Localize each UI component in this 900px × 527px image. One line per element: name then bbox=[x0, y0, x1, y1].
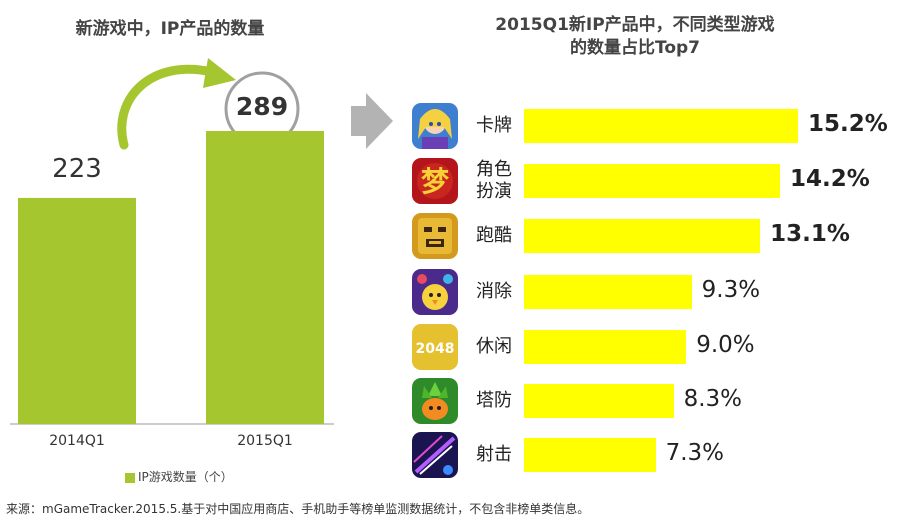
category-label: 角色 扮演 bbox=[476, 159, 526, 203]
growth-arrow-head bbox=[203, 58, 236, 88]
bar bbox=[524, 164, 780, 198]
right-chart-title: 2015Q1新IP产品中，不同类型游戏 的数量占比Top7 bbox=[470, 14, 800, 60]
category-label: 塔防 bbox=[476, 390, 526, 412]
category-label-line: 跑酷 bbox=[476, 225, 512, 246]
bar-category-label: 2014Q1 bbox=[49, 433, 105, 449]
bar bbox=[524, 438, 656, 472]
match-chick-icon bbox=[412, 269, 458, 315]
bar bbox=[524, 109, 798, 143]
card-hero-icon bbox=[412, 103, 458, 149]
2048-icon: 2048 bbox=[412, 324, 458, 370]
legend-label: IP游戏数量（个） bbox=[138, 470, 233, 484]
category-label: 射击 bbox=[476, 444, 526, 466]
source-note: 来源：mGameTracker.2015.5.基于对中国应用商店、手机助手等榜单… bbox=[6, 502, 590, 516]
bar bbox=[524, 384, 674, 418]
bar-value-label: 7.3% bbox=[665, 440, 725, 466]
bar-2014Q1 bbox=[18, 197, 136, 424]
category-label: 消除 bbox=[476, 281, 526, 303]
svg-text:2048: 2048 bbox=[416, 341, 455, 357]
bar-value-label: 15.2% bbox=[808, 111, 888, 137]
category-label-line: 消除 bbox=[476, 281, 512, 302]
category-label-line: 射击 bbox=[476, 444, 512, 465]
category-label-line: 休闲 bbox=[476, 336, 512, 357]
category-label: 卡牌 bbox=[476, 115, 526, 137]
bar-value-label: 223 bbox=[52, 153, 102, 184]
right-chart-title-line1: 2015Q1新IP产品中，不同类型游戏 bbox=[495, 15, 775, 35]
growth-arrow bbox=[117, 64, 217, 150]
carrot-defense-icon bbox=[412, 378, 458, 424]
bar-value-label: 13.1% bbox=[770, 221, 850, 247]
right-chart-title-line2: 的数量占比Top7 bbox=[569, 38, 700, 58]
category-label-line: 卡牌 bbox=[476, 115, 512, 136]
category-label: 休闲 bbox=[476, 336, 526, 358]
svg-text:梦: 梦 bbox=[421, 165, 450, 198]
bar bbox=[524, 219, 761, 253]
bar-value-label: 9.3% bbox=[701, 277, 761, 303]
bar-value-label: 289 bbox=[235, 92, 289, 121]
bar-value-label: 9.0% bbox=[696, 332, 755, 358]
bar-2015Q1 bbox=[206, 131, 324, 424]
category-label: 跑酷 bbox=[476, 225, 526, 247]
legend-swatch bbox=[125, 472, 135, 483]
right-arrow-icon bbox=[351, 93, 393, 149]
category-label-line: 塔防 bbox=[476, 390, 512, 411]
shooter-ship-icon bbox=[412, 432, 458, 478]
bar bbox=[524, 330, 687, 364]
bar-category-label: 2015Q1 bbox=[237, 433, 293, 449]
bar bbox=[524, 275, 692, 309]
category-label-line: 扮演 bbox=[476, 181, 512, 202]
temple-run-icon bbox=[412, 213, 458, 259]
bar-value-label: 8.3% bbox=[683, 386, 743, 412]
category-label-line: 角色 bbox=[476, 159, 512, 180]
rpg-dream-icon: 梦 bbox=[412, 158, 458, 204]
bar-value-label: 14.2% bbox=[789, 166, 870, 192]
left-chart-legend: IP游戏数量（个） bbox=[125, 468, 233, 485]
left-chart-title: 新游戏中，IP产品的数量 bbox=[75, 19, 265, 39]
